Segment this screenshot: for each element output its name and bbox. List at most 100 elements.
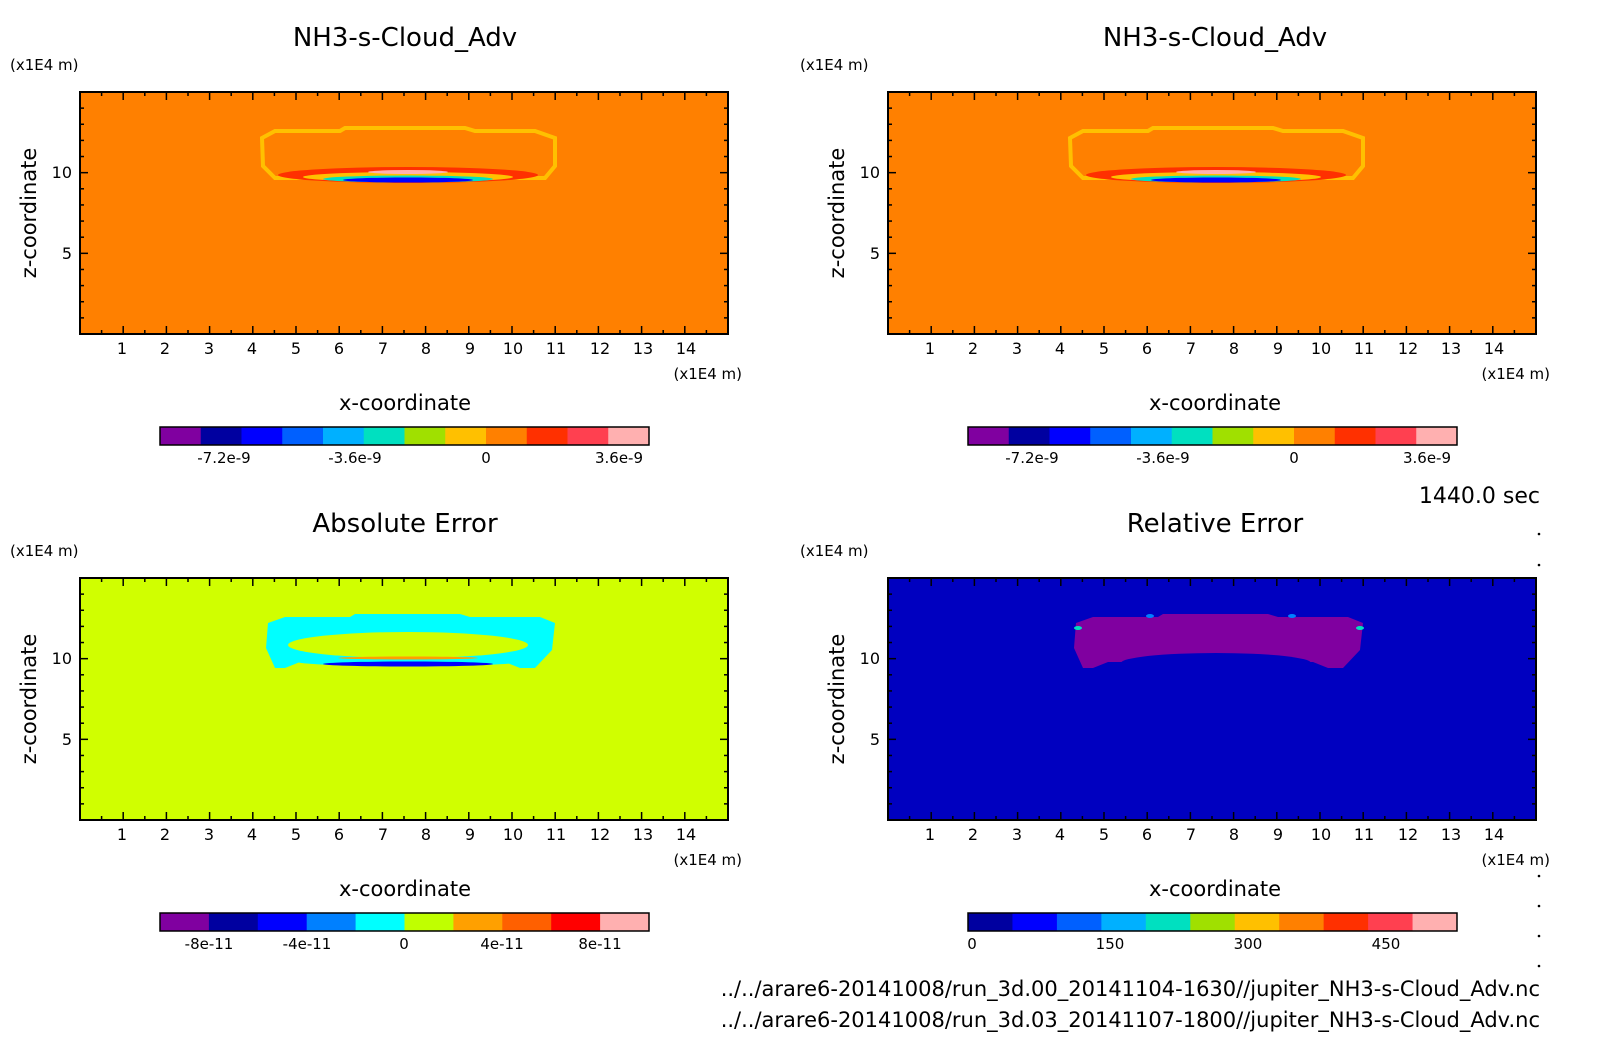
colorbar-label: 3.6e-9 (595, 449, 643, 467)
y-tick-label: 5 (62, 730, 72, 749)
y-axis-label: z-coordinate (825, 148, 849, 279)
colorbar-swatch (1412, 913, 1458, 931)
x-tick-label: 5 (1099, 339, 1109, 358)
x-tick-label: 12 (1398, 825, 1418, 844)
x-tick-label: 10 (1311, 825, 1331, 844)
x-tick-label: 6 (1142, 825, 1152, 844)
colorbar-swatch (1008, 427, 1050, 445)
colorbar-swatch (526, 427, 568, 445)
colorbar-swatch (1131, 427, 1173, 445)
colorbar-swatch (1253, 427, 1295, 445)
colorbar-swatch (1056, 913, 1102, 931)
x-tick-label: 9 (1273, 339, 1283, 358)
x-tick-label: 4 (247, 339, 257, 358)
time-label: 1440.0 sec (1419, 484, 1540, 509)
x-axis-label: x-coordinate (339, 391, 471, 415)
colorbar-swatch (1334, 427, 1376, 445)
x-tick-label: 4 (1055, 339, 1065, 358)
colorbar-swatch (160, 427, 202, 445)
x-tick-label: 14 (1484, 825, 1504, 844)
panel-bottom-left: Absolute Error (x1E4 m) 1 2 3 4 5 6 7 8 … (10, 509, 742, 953)
x-tick-label: 10 (1311, 339, 1331, 358)
colorbar-label: -8e-11 (185, 935, 234, 953)
x-tick-label: 2 (160, 339, 170, 358)
y-unit-label: (x1E4 m) (800, 56, 869, 74)
x-tick-label: 10 (503, 339, 523, 358)
colorbar-swatch (160, 913, 210, 931)
file-path-label: ../../arare6-20141008/run_3d.00_20141104… (721, 977, 1540, 1002)
y-tick-label: 5 (870, 730, 880, 749)
colorbar-swatch (306, 913, 357, 931)
colorbar-swatch (1101, 913, 1147, 931)
colorbar-swatch (241, 427, 283, 445)
x-tick-label: 5 (291, 825, 301, 844)
x-tick-label: 1 (117, 339, 127, 358)
cloud-field-feature (259, 126, 557, 183)
colorbar-label: -7.2e-9 (197, 449, 250, 467)
colorbar-swatch (453, 913, 503, 931)
tick-marks (888, 92, 1536, 334)
colorbar-swatch (968, 913, 1013, 931)
colorbar-swatch (1234, 913, 1280, 931)
x-tick-label: 7 (1186, 339, 1196, 358)
x-tick-label: 11 (546, 825, 566, 844)
colorbar-swatch (1171, 427, 1213, 445)
x-tick-labels: 1 2 3 4 5 6 7 8 9 10 11 12 13 14 (117, 825, 696, 844)
x-tick-label: 12 (590, 339, 610, 358)
panel-top-left: NH3-s-Cloud_Adv (x1E4 m) 1 2 3 4 5 6 7 8… (10, 23, 742, 467)
x-tick-label: 11 (1354, 825, 1374, 844)
x-tick-label: 7 (1186, 825, 1196, 844)
plot-background (80, 92, 728, 334)
colorbar-swatch (1212, 427, 1254, 445)
y-tick-label: 10 (52, 163, 72, 182)
x-tick-label: 14 (676, 825, 696, 844)
colorbar (967, 912, 1458, 932)
x-tick-label: 7 (378, 825, 388, 844)
file-path-label: ../../arare6-20141008/run_3d.03_20141107… (721, 1008, 1540, 1033)
colorbar (159, 426, 650, 446)
x-tick-label: 9 (465, 825, 475, 844)
colorbar-swatch (208, 913, 259, 931)
colorbar-swatch (1049, 427, 1091, 445)
y-axis-label: z-coordinate (17, 148, 41, 279)
colorbar-label: 300 (1234, 935, 1263, 953)
x-unit-label: (x1E4 m) (1481, 365, 1550, 383)
tick-marks (80, 578, 728, 820)
colorbar-swatch (968, 427, 1010, 445)
x-tick-labels: 1 2 3 4 5 6 7 8 9 10 11 12 13 14 (925, 825, 1504, 844)
x-tick-label: 3 (204, 825, 214, 844)
x-tick-label: 8 (421, 339, 431, 358)
x-tick-label: 6 (334, 825, 344, 844)
x-tick-label: 4 (247, 825, 257, 844)
x-tick-label: 2 (968, 825, 978, 844)
y-tick-label: 10 (860, 649, 880, 668)
x-axis-label: x-coordinate (1149, 877, 1281, 901)
x-tick-label: 8 (421, 825, 431, 844)
colorbar-swatch (355, 913, 405, 931)
x-tick-labels: 1 2 3 4 5 6 7 8 9 10 11 12 13 14 (117, 339, 696, 358)
colorbar-swatch (1145, 913, 1191, 931)
colorbar-label: 450 (1372, 935, 1401, 953)
colorbar-label: -3.6e-9 (1136, 449, 1189, 467)
colorbar-label: 3.6e-9 (1403, 449, 1451, 467)
colorbar-swatch (1090, 427, 1132, 445)
x-tick-label: 4 (1055, 825, 1065, 844)
colorbar-swatch (1368, 913, 1414, 931)
colorbar-swatch (502, 913, 552, 931)
x-unit-label: (x1E4 m) (673, 365, 742, 383)
x-tick-label: 9 (465, 339, 475, 358)
colorbar-swatch (1375, 427, 1417, 445)
colorbar-swatch (1416, 427, 1458, 445)
colorbar-swatch (567, 427, 609, 445)
x-axis-label: x-coordinate (339, 877, 471, 901)
colorbar-swatch (551, 913, 601, 931)
y-axis-label: z-coordinate (825, 634, 849, 765)
x-tick-label: 1 (117, 825, 127, 844)
colorbar-swatch (608, 427, 650, 445)
colorbar-swatch (1012, 913, 1058, 931)
x-tick-label: 6 (334, 339, 344, 358)
x-tick-label: 1 (925, 825, 935, 844)
y-tick-label: 10 (52, 649, 72, 668)
x-tick-label: 13 (633, 825, 653, 844)
